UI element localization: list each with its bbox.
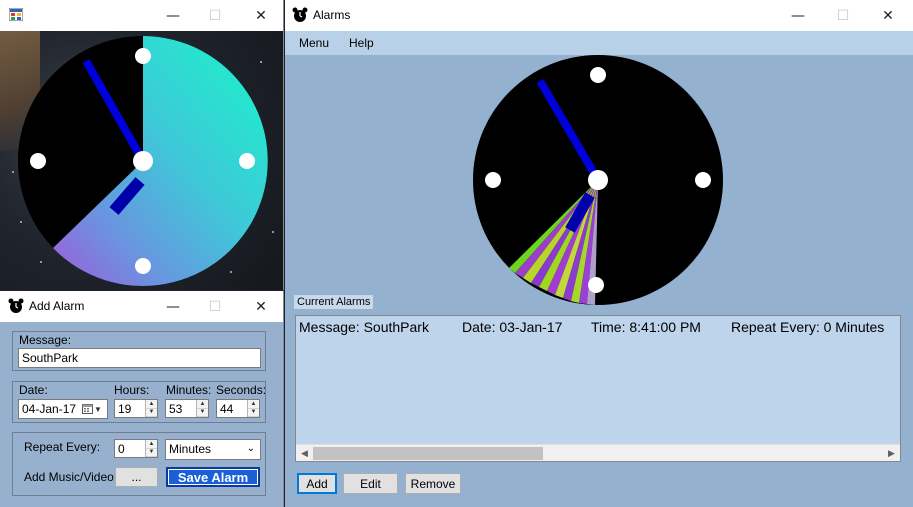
options-group (12, 432, 266, 496)
hour-marker-3 (695, 172, 711, 188)
repeat-label: Repeat Every: (24, 440, 101, 454)
message-input[interactable]: SouthPark (18, 348, 261, 368)
maximize-button: ☐ (208, 298, 222, 315)
spin-up-icon[interactable]: ▲ (197, 400, 208, 409)
spin-down-icon[interactable]: ▼ (146, 448, 157, 457)
message-label: Message: (19, 333, 72, 347)
scroll-left-icon[interactable]: ◀ (301, 448, 308, 458)
chevron-down-icon: ⌄ (246, 443, 255, 454)
menu-item-menu[interactable]: Menu (299, 36, 330, 50)
minute-hand (536, 78, 602, 183)
spin-down-icon[interactable]: ▼ (197, 408, 208, 417)
hours-label: Hours: (114, 383, 150, 397)
window-title: Add Alarm (29, 299, 85, 313)
hour-marker-6 (588, 277, 604, 293)
alarms-titlebar: Alarms — ☐ ✕ (285, 0, 913, 31)
date-value: 04-Jan-17 (22, 402, 77, 416)
alarm-clock-icon (292, 7, 308, 26)
analog-clock-small (18, 36, 268, 286)
repeat-stepper[interactable]: ▲ ▼ (145, 440, 157, 457)
minute-hand (82, 59, 147, 163)
clock-center (588, 170, 608, 190)
hour-marker-6 (135, 258, 151, 274)
save-alarm-button[interactable]: Save Alarm (166, 467, 260, 487)
list-item[interactable]: Message: SouthPark Date: 03-Jan-17 Time:… (296, 316, 900, 338)
window-title: Alarms (313, 8, 351, 22)
hours-stepper[interactable]: ▲ ▼ (145, 400, 157, 417)
alarm-repeat: Repeat Every: 0 Minutes (731, 319, 885, 335)
repeat-value: 0 (118, 442, 125, 456)
hour-marker-3 (239, 153, 255, 169)
date-label: Date: (19, 383, 48, 397)
spin-up-icon[interactable]: ▲ (248, 400, 259, 409)
seconds-stepper[interactable]: ▲ ▼ (247, 400, 259, 417)
current-alarms-label: Current Alarms (294, 295, 374, 309)
spin-down-icon[interactable]: ▼ (146, 408, 157, 417)
add-alarm-titlebar: Add Alarm — ☐ ✕ (0, 291, 283, 322)
hour-marker-9 (485, 172, 501, 188)
clock-center (133, 151, 153, 171)
maximize-button: ☐ (208, 7, 222, 24)
hour-hand (109, 177, 145, 215)
hour-hand (565, 192, 595, 233)
add-button[interactable]: Add (297, 473, 337, 494)
alarms-window: Alarms — ☐ ✕ Menu Help Current Al (285, 0, 913, 507)
close-button[interactable]: ✕ (255, 298, 267, 315)
remove-button[interactable]: Remove (405, 473, 461, 494)
hours-value: 19 (118, 402, 132, 416)
scrollbar-thumb[interactable] (313, 447, 543, 460)
analog-clock-large (473, 55, 723, 305)
hour-marker-12 (135, 48, 151, 64)
message-group (12, 331, 266, 371)
spin-up-icon[interactable]: ▲ (146, 440, 157, 449)
app-icon (8, 7, 24, 22)
add-alarm-window: Add Alarm — ☐ ✕ Message: SouthPark Date:… (0, 291, 284, 507)
close-button[interactable]: ✕ (882, 7, 894, 24)
close-button[interactable]: ✕ (255, 7, 267, 24)
clock-window: — ☐ ✕ (0, 0, 284, 290)
minutes-label: Minutes: (166, 383, 212, 397)
edit-button[interactable]: Edit (343, 473, 398, 494)
hour-marker-12 (590, 67, 606, 83)
horizontal-scrollbar[interactable]: ◀ ▶ (296, 444, 900, 461)
spin-up-icon[interactable]: ▲ (146, 400, 157, 409)
scroll-right-icon[interactable]: ▶ (888, 448, 895, 458)
browse-button[interactable]: ... (115, 467, 158, 487)
minimize-button[interactable]: — (166, 298, 180, 315)
spin-down-icon[interactable]: ▼ (248, 408, 259, 417)
menu-bar: Menu Help (285, 31, 913, 55)
alarm-message: Message: SouthPark (299, 319, 429, 335)
clock-window-titlebar: — ☐ ✕ (0, 0, 283, 31)
seconds-value: 44 (220, 402, 234, 416)
maximize-button: ☐ (836, 7, 850, 24)
alarm-clock-icon (8, 298, 24, 317)
dropdown-arrow-icon[interactable]: ▼ (94, 405, 102, 414)
alarm-date: Date: 03-Jan-17 (462, 319, 563, 335)
repeat-unit-select[interactable]: Minutes ⌄ (165, 439, 261, 460)
music-label: Add Music/Video: (24, 470, 118, 484)
elapsed-sector (53, 36, 268, 286)
repeat-unit-value: Minutes (169, 442, 212, 456)
minutes-stepper[interactable]: ▲ ▼ (196, 400, 208, 417)
alarms-list[interactable]: Message: SouthPark Date: 03-Jan-17 Time:… (295, 315, 901, 462)
alarm-time: Time: 8:41:00 PM (591, 319, 701, 335)
seconds-label: Seconds: (216, 383, 267, 397)
datetime-group (12, 381, 266, 423)
menu-item-help[interactable]: Help (349, 36, 374, 50)
calendar-icon[interactable] (82, 403, 93, 417)
hour-marker-9 (30, 153, 46, 169)
minutes-value: 53 (169, 402, 183, 416)
minimize-button[interactable]: — (166, 7, 180, 24)
minimize-button[interactable]: — (791, 7, 805, 24)
